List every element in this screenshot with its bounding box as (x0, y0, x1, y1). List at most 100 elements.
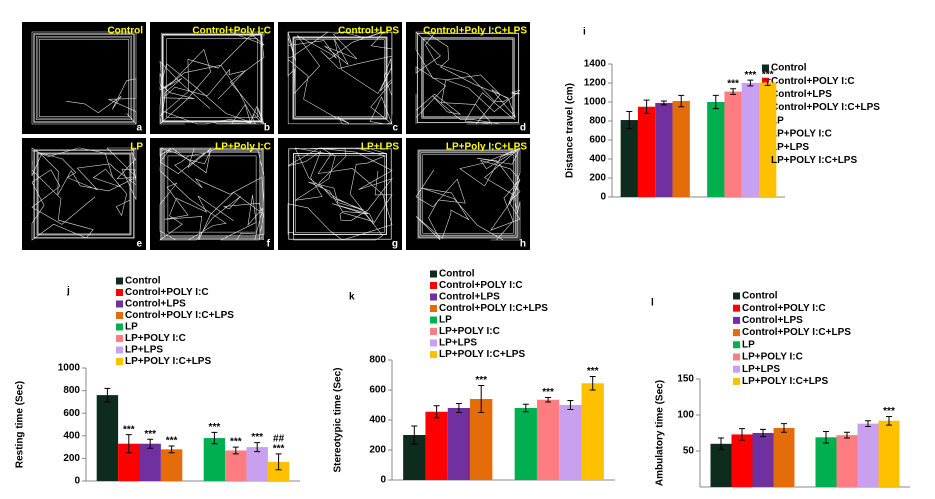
panel-letter: d (520, 123, 526, 134)
bar (878, 420, 900, 487)
legend-swatch (733, 341, 740, 349)
track-trace (160, 148, 264, 240)
significance-label: *** (209, 422, 221, 433)
track-trace (159, 147, 265, 241)
bar (836, 435, 858, 487)
significance-label: *** (230, 437, 242, 448)
panel-title: Control+Poly I:C+LPS (423, 26, 527, 37)
legend-swatch (116, 358, 123, 365)
track-trace (295, 155, 385, 233)
y-tick-label: 0 (380, 475, 386, 486)
legend-label: Control+POLY I:C+LPS (742, 327, 851, 338)
bar (655, 102, 673, 197)
track-trace (36, 152, 132, 236)
panel-label: k (349, 292, 355, 303)
track-trace (415, 31, 521, 125)
y-tick-label: 1200 (584, 78, 607, 89)
legend-label: Control (742, 291, 778, 302)
bar (637, 106, 656, 197)
bar (267, 461, 290, 481)
error-bar (730, 88, 737, 95)
error-bar (764, 79, 771, 86)
significance-label: *** (727, 78, 739, 89)
legend-label: Control+LPS (742, 315, 803, 326)
significance-label: *** (123, 424, 135, 435)
bar (741, 83, 760, 197)
track-trace (33, 149, 135, 239)
y-axis-title: Resting time (Sec) (15, 381, 26, 468)
track-trace (33, 33, 135, 123)
bar (620, 120, 638, 197)
significance-label: *** (475, 375, 487, 386)
significance-label: *** (273, 444, 285, 455)
y-tick-label: 600 (589, 135, 606, 146)
bar (815, 437, 837, 487)
track-panel: Control+Poly I:C b (150, 22, 274, 134)
legend-label: LP+LPS (125, 345, 163, 356)
y-tick-label: 800 (589, 116, 606, 127)
track-trace (166, 38, 258, 118)
error-bar (104, 387, 111, 403)
panel-title: LP+LPS (361, 142, 399, 153)
legend-label: Control+POLY I:C (771, 76, 855, 87)
y-axis-title: Stereotypic time (Sec) (333, 367, 344, 472)
error-bar (168, 445, 175, 454)
error-bar (433, 405, 440, 419)
track-trace (31, 31, 137, 125)
legend-label: LP+POLY I:C+LPS (125, 356, 211, 367)
error-bar (567, 400, 574, 410)
error-bar (522, 403, 529, 413)
y-tick-label: 200 (63, 453, 80, 464)
legend-swatch (430, 351, 437, 358)
error-bar (865, 420, 871, 428)
y-tick-label: 800 (369, 355, 386, 366)
error-bar (739, 428, 745, 441)
bar (731, 434, 753, 487)
legend-swatch (762, 156, 769, 164)
error-bar (660, 100, 667, 106)
legend-label: LP (125, 322, 138, 333)
track-panel: LP+Poly I:C+LPS h (406, 138, 530, 250)
panel-label: j (66, 286, 70, 297)
bar (447, 408, 471, 480)
significance-label: *** (251, 432, 263, 443)
track-trace (415, 147, 521, 241)
track-trace (167, 155, 257, 233)
error-bar (712, 94, 719, 110)
track-trace (288, 148, 392, 240)
significance-label: *** (166, 436, 178, 447)
track-panel: Control+Poly I:C+LPS d (406, 22, 530, 134)
y-tick-label: 800 (63, 385, 80, 396)
error-bar (232, 446, 239, 455)
bar (707, 102, 725, 197)
error-bar (844, 431, 850, 439)
legend-label: LP+LPS (771, 142, 809, 153)
legend-label: Control+POLY I:C (125, 287, 209, 298)
legend-label: Control+POLY I:C (439, 280, 523, 291)
legend-swatch (116, 312, 123, 319)
y-tick-label: 400 (369, 415, 386, 426)
panel-letter: a (136, 123, 142, 134)
legend-swatch (430, 328, 437, 335)
legend-swatch (116, 300, 123, 308)
y-tick-label: 1000 (584, 97, 607, 108)
error-bar (411, 425, 418, 445)
bar (203, 438, 226, 481)
bar (470, 399, 493, 480)
track-trace (163, 151, 261, 237)
y-axis-title: Distance travel (cm) (565, 83, 576, 178)
track-trace (293, 153, 387, 235)
bar-chart: j Resting time (Sec) 0 200 400 600 800 1000 Cont… (15, 276, 300, 487)
error-bar (589, 376, 596, 391)
bar (672, 101, 690, 197)
y-tick-label: 200 (589, 173, 606, 184)
bar (118, 443, 140, 481)
track-trace (35, 35, 133, 121)
track-trace (421, 37, 515, 119)
legend-label: Control+POLY I:C+LPS (439, 303, 548, 314)
track-trace (295, 39, 385, 117)
error-bar (678, 94, 685, 108)
bar (559, 405, 582, 480)
legend-swatch (762, 77, 769, 85)
